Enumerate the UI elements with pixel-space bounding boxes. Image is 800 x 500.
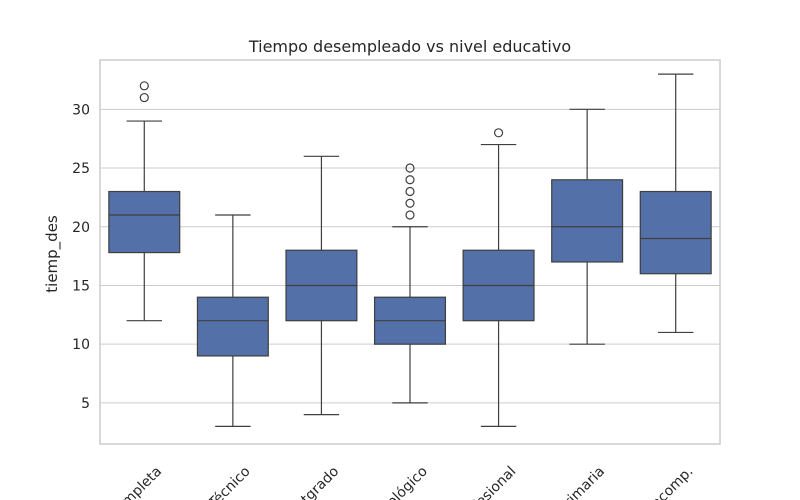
x-tick-label: rimaria [561,464,608,500]
x-tick-label: ológico [384,464,431,500]
outlier-point [139,81,149,91]
x-tick-labels: ompleta Técnico tgrado ológico fesional rimar… [113,464,697,500]
outlier-point [405,186,415,197]
outlier-point [139,92,149,103]
x-tick-label: ncomp. [648,464,696,500]
outlier-point [493,128,504,138]
y-tick-label: 5 [81,396,90,412]
y-tick-label: 25 [72,161,90,177]
x-tick-label: fesional [469,464,519,500]
box-group [196,214,269,427]
y-tick-labels: 5 10 15 20 25 30 [72,102,90,412]
x-tick-label: ompleta [113,464,165,500]
y-tick-label: 10 [72,337,90,353]
x-tick-label: Técnico [205,464,253,500]
y-axis-label: tiemp_des [43,215,62,293]
box-layer [108,73,712,427]
outlier-point [405,198,415,208]
chart-title: Tiempo desempleado vs nivel educativo [248,37,571,56]
x-tick-label: tgrado [298,464,342,500]
y-tick-label: 20 [72,220,90,236]
plot-frame [99,59,721,445]
outlier-point [405,210,415,220]
y-tick-label: 15 [72,278,90,294]
box-group [639,73,712,334]
box-group [462,128,535,427]
outlier-point [405,163,415,173]
box-iqr [108,190,181,254]
y-tick-label: 30 [72,102,90,118]
box-group [551,108,624,345]
box-group [285,155,358,416]
box-iqr [639,190,712,275]
outlier-point [405,175,415,185]
box-iqr [196,296,269,357]
box-iqr [551,179,624,263]
box-group [108,81,181,322]
box-group [373,163,447,404]
